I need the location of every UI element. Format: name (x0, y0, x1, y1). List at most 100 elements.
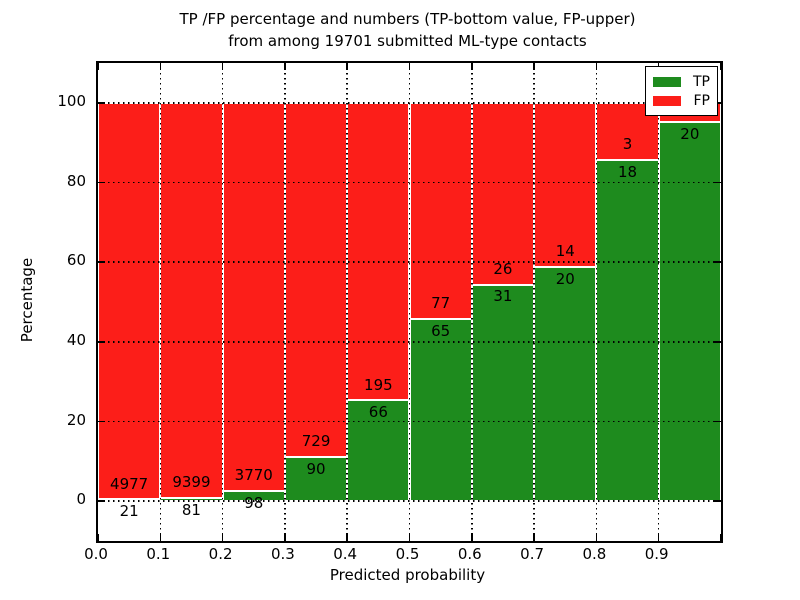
bar-tp-count-label: 20 (555, 269, 575, 288)
bar-fp-count-label: 14 (555, 241, 575, 260)
bar-tp-segment (471, 284, 535, 502)
chart-title-line1: TP /FP percentage and numbers (TP-bottom… (179, 10, 636, 28)
x-tick-label: 0.7 (520, 545, 545, 563)
bar-tp-count-label: 21 (119, 502, 139, 521)
x-tick-mark (533, 534, 535, 541)
bar-fp-count-label: 77 (431, 293, 451, 312)
y-tick-mark (714, 500, 721, 502)
y-tick-label: 20 (66, 410, 86, 429)
x-tick-mark (720, 63, 722, 70)
plot-area: 4977 21 9399 81 3770 98 729 90 195 66 77 65 26 31 14 20… (96, 61, 723, 543)
x-tick-mark (533, 63, 535, 70)
bar-fp-segment (409, 102, 472, 319)
x-tick-mark (159, 534, 162, 541)
x-tick-label: 0.3 (270, 545, 295, 563)
x-tick-label: 0.1 (146, 545, 171, 563)
legend-item: TP (653, 72, 710, 91)
x-tick-mark (159, 63, 162, 70)
x-tick-mark (471, 63, 473, 70)
bar-fp-segment (284, 102, 348, 458)
bar-tp-count-label: 31 (493, 287, 513, 306)
bar-fp-segment (98, 102, 161, 500)
y-axis-label: Percentage (18, 257, 36, 343)
gridline-vertical (284, 63, 286, 541)
y-tick-mark (98, 181, 105, 184)
x-tick-mark (97, 534, 99, 541)
bar-tp-count-label: 65 (431, 321, 451, 340)
x-tick-mark (471, 534, 473, 541)
y-tick-mark (714, 341, 721, 343)
x-tick-label: 0.5 (395, 545, 420, 563)
x-axis-label: Predicted probability (329, 566, 486, 584)
y-tick-mark (98, 420, 105, 423)
x-tick-mark (284, 63, 286, 70)
y-tick-mark (98, 341, 105, 343)
y-tick-label: 100 (57, 91, 86, 110)
bar-fp-count-label: 195 (364, 375, 393, 394)
bar-fp-count-label: 26 (493, 259, 513, 278)
gridline-vertical (471, 63, 473, 541)
gridline-vertical (221, 63, 224, 541)
bar-tp-count-label: 90 (306, 460, 326, 479)
bar-fp-segment (534, 102, 597, 267)
legend-swatch-tp (653, 76, 681, 87)
bar-tp-segment (409, 318, 472, 502)
x-tick-mark (221, 534, 224, 541)
chart-title: TP /FP percentage and numbers (TP-bottom… (96, 8, 719, 52)
x-tick-mark (720, 534, 722, 541)
bar-fp-segment (160, 102, 223, 498)
x-tick-label: 0.8 (582, 545, 607, 563)
x-tick-label: 0.6 (457, 545, 482, 563)
y-tick-mark (98, 500, 105, 502)
bar-fp-segment (222, 102, 285, 492)
x-tick-mark (346, 63, 348, 70)
x-tick-mark (595, 534, 598, 541)
bar-fp-count-label: 3770 (234, 466, 273, 485)
legend: TP FP (645, 66, 718, 116)
bar-fp-count-label: 4977 (110, 474, 149, 493)
y-tick-mark (98, 102, 105, 104)
bar-fp-count-label: 9399 (172, 472, 211, 491)
bar-tp-segment (534, 266, 597, 502)
bar-fp-segment (347, 102, 410, 401)
bar-tp-count-label: 18 (618, 162, 638, 181)
x-tick-label: 0.2 (208, 545, 233, 563)
legend-label: TP (693, 73, 710, 90)
bar-fp-segment (471, 102, 535, 285)
bar-tp-count-label: 20 (680, 124, 700, 143)
gridline-vertical (595, 63, 598, 541)
legend-swatch-fp (653, 95, 681, 106)
gridline-vertical (159, 63, 162, 541)
y-tick-label: 80 (66, 171, 86, 190)
y-tick-label: 0 (76, 490, 86, 509)
bar-tp-count-label: 66 (368, 403, 388, 422)
x-tick-mark (657, 534, 660, 541)
bar-tp-segment (596, 159, 659, 502)
y-tick-mark (714, 420, 721, 423)
bar-tp-segment (658, 121, 721, 502)
gridline-vertical (657, 63, 660, 541)
bar-fp-count-label: 729 (301, 432, 331, 451)
gridline-vertical (533, 63, 535, 541)
x-tick-label: 0.4 (333, 545, 358, 563)
y-tick-mark (714, 181, 721, 184)
y-tick-label: 60 (66, 251, 86, 270)
chart-title-line2: from among 19701 submitted ML-type conta… (228, 32, 587, 50)
x-tick-mark (595, 63, 598, 70)
x-tick-mark (284, 534, 286, 541)
y-tick-mark (98, 261, 105, 263)
bar-fp-count-label: 3 (622, 134, 633, 153)
y-tick-label: 40 (66, 330, 86, 349)
x-tick-mark (97, 63, 99, 70)
bar-tp-count-label: 81 (181, 500, 201, 519)
gridline-vertical (346, 63, 348, 541)
gridline-vertical (408, 63, 411, 541)
x-tick-label: 0.9 (644, 545, 669, 563)
legend-item: FP (653, 91, 710, 110)
x-tick-mark (408, 63, 411, 70)
x-tick-mark (346, 534, 348, 541)
y-tick-mark (714, 261, 721, 263)
x-tick-mark (408, 534, 411, 541)
legend-label: FP (693, 92, 711, 109)
